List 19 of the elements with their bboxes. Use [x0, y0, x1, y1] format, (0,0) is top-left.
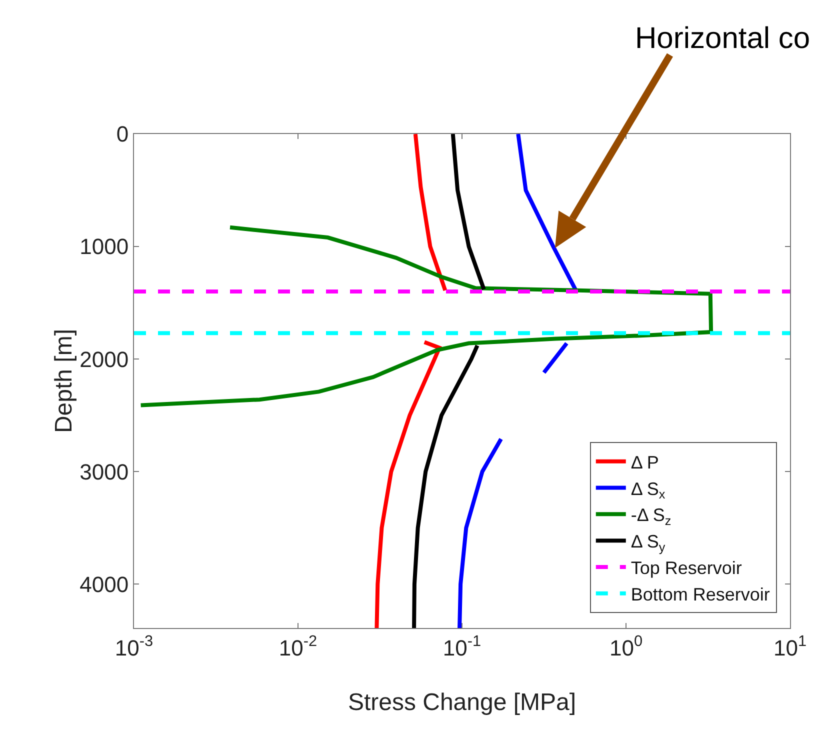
legend-label: Δ S$_{x}$ — [630, 478, 666, 502]
legend-label: Δ P — [630, 452, 659, 472]
y-tick-label: 1000 — [80, 234, 129, 260]
legend-label: Top Reservoir — [630, 558, 742, 578]
x-tick-label: 10$^{-2}$ — [278, 633, 318, 660]
legend-label: -Δ S$_{z}$ — [630, 505, 672, 528]
x-tick-label: 10$^{-3}$ — [114, 633, 154, 660]
text: Horizontal co — [635, 22, 810, 55]
legend-label: Bottom Reservoir — [630, 584, 770, 604]
x-tick-label: 10$^{0}$ — [609, 633, 643, 660]
x-tick-label: 10$^{1}$ — [773, 633, 807, 660]
y-tick-label: 0 — [116, 122, 129, 147]
y-tick-label: 4000 — [80, 572, 129, 597]
x-axis-title: Stress Change [MPa] — [348, 689, 576, 716]
y-axis-title: Depth [m] — [50, 328, 78, 434]
y-tick-label: 2000 — [80, 346, 129, 372]
y-tick-label: 3000 — [80, 459, 129, 484]
x-tick-label: 10$^{-1}$ — [442, 633, 482, 660]
legend-label: Δ S$_{y}$ — [630, 532, 666, 554]
